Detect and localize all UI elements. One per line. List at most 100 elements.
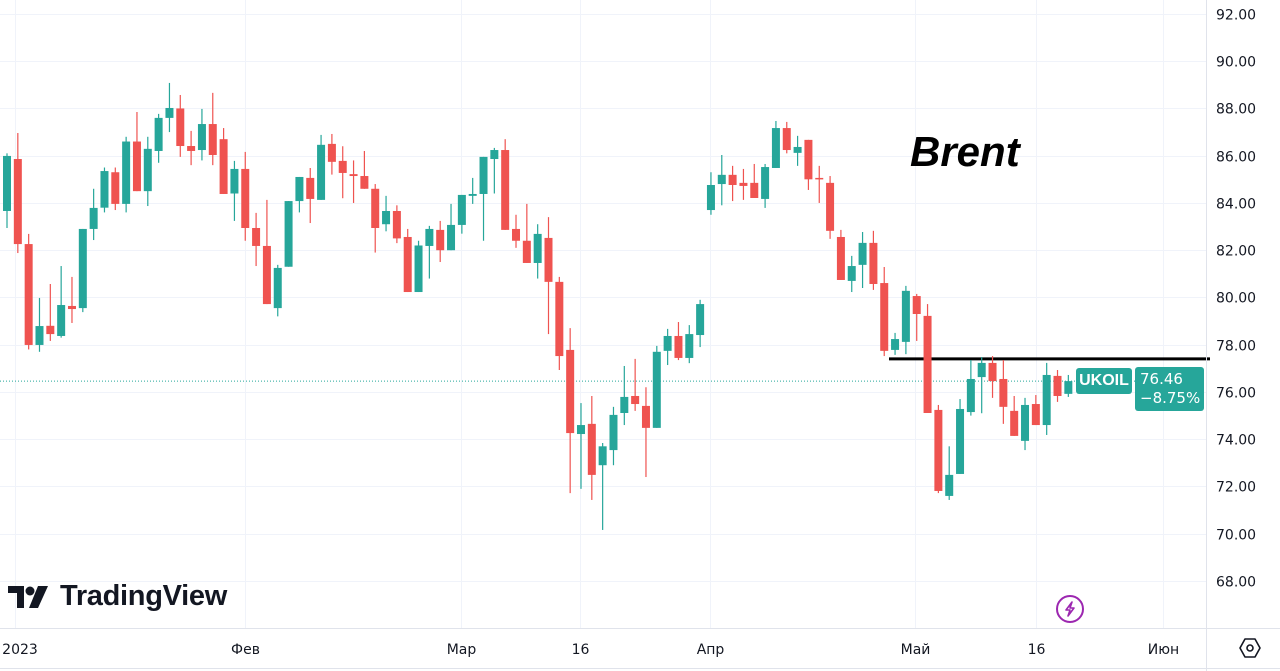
candle-body: [252, 227, 261, 246]
time-tick-label: 2023: [2, 642, 38, 658]
candle-body: [219, 139, 228, 194]
price-tick-label: 72.00: [1216, 480, 1256, 496]
candle-up: [620, 365, 629, 426]
candle-up: [57, 266, 66, 338]
lightning-icon[interactable]: [1056, 595, 1084, 623]
candle-down: [999, 360, 1008, 424]
candle-up: [89, 188, 98, 241]
candle-body: [122, 141, 131, 204]
candle-body: [382, 210, 391, 225]
time-axis[interactable]: 2023 Фев Мар 16 Апр Май 16 Июн: [2, 642, 1179, 658]
candle-down: [392, 205, 401, 244]
symbol-label: UKOIL: [1076, 368, 1132, 394]
tradingview-logo-icon: [8, 585, 48, 608]
candle-body: [3, 155, 11, 211]
candle-up: [35, 297, 44, 352]
candle-up: [706, 172, 715, 215]
candle-down: [934, 404, 943, 494]
candle-up: [230, 160, 239, 221]
candle-body: [197, 124, 206, 151]
candle-down: [176, 94, 185, 157]
tradingview-logo[interactable]: TradingView: [8, 580, 227, 613]
candle-body: [891, 339, 900, 350]
candle-body: [436, 229, 445, 251]
candle-down: [187, 130, 196, 166]
candle-up: [100, 167, 109, 213]
candle-body: [262, 245, 271, 305]
candle-down: [208, 92, 217, 166]
candle-body: [360, 176, 369, 189]
candle-body: [295, 176, 304, 202]
candle-down: [241, 151, 250, 241]
candle-up: [154, 113, 163, 163]
candle-body: [1010, 410, 1019, 436]
candle-body: [414, 245, 423, 293]
candle-body: [317, 144, 326, 200]
candle-body: [1064, 381, 1073, 394]
candle-up: [468, 177, 477, 204]
candle-body: [674, 335, 683, 358]
candle-down: [1031, 395, 1040, 426]
candle-down: [403, 228, 412, 293]
candle-body: [230, 168, 239, 194]
candle-body: [132, 141, 141, 192]
candle-down: [988, 356, 997, 398]
candle-down: [360, 150, 369, 189]
candle-up: [425, 225, 434, 279]
candle-body: [750, 182, 759, 198]
candle-up: [761, 163, 770, 208]
candle-down: [674, 322, 683, 361]
candle-down: [544, 217, 553, 335]
candle-body: [728, 174, 737, 185]
candle-down: [923, 304, 932, 413]
price-tick-label: 76.00: [1216, 386, 1256, 402]
candle-down: [739, 168, 748, 200]
candle-down: [880, 266, 889, 357]
last-price: 76.46: [1140, 370, 1183, 388]
candle-down: [436, 220, 445, 263]
candle-down: [349, 160, 358, 203]
time-tick-label: 16: [1028, 642, 1046, 658]
candle-down: [522, 203, 531, 263]
candle-up: [598, 443, 607, 530]
candle-body: [739, 182, 748, 186]
candle-body: [912, 296, 921, 314]
candle-body: [598, 446, 607, 466]
candle-up: [945, 446, 954, 500]
candle-up: [1021, 397, 1030, 451]
candle-up: [533, 224, 542, 279]
candle-down: [111, 167, 120, 211]
candle-body: [836, 236, 845, 280]
price-tick-label: 90.00: [1216, 55, 1256, 71]
candle-body: [371, 188, 380, 228]
candle-body: [327, 143, 336, 162]
candle-up: [717, 154, 726, 206]
candle-up: [197, 108, 206, 161]
candle-up: [447, 203, 456, 251]
candle-body: [1031, 404, 1040, 426]
gear-icon[interactable]: [1238, 636, 1262, 660]
price-axis[interactable]: 92.00 90.00 88.00 86.00 84.00 82.00 80.00 78.00…: [1216, 8, 1256, 591]
candle-body: [1053, 375, 1062, 396]
candle-body: [24, 244, 33, 345]
candle-down: [782, 121, 791, 154]
time-tick-label: Май: [901, 642, 931, 658]
candle-down: [555, 276, 564, 370]
price-tick-label: 86.00: [1216, 150, 1256, 166]
price-tick-label: 84.00: [1216, 197, 1256, 213]
candle-up: [490, 147, 499, 194]
price-tick-label: 68.00: [1216, 575, 1256, 591]
price-tick-label: 74.00: [1216, 433, 1256, 449]
candle-down: [327, 133, 336, 175]
candle-body: [858, 242, 867, 265]
price-tick-label: 70.00: [1216, 528, 1256, 544]
candle-body: [956, 408, 965, 474]
candle-body: [338, 160, 347, 173]
candle-up: [652, 345, 661, 428]
candle-body: [479, 156, 488, 194]
candle-body: [587, 423, 596, 475]
time-tick-label: Июн: [1148, 642, 1179, 658]
candle-body: [392, 210, 401, 239]
candle-down: [24, 233, 33, 350]
